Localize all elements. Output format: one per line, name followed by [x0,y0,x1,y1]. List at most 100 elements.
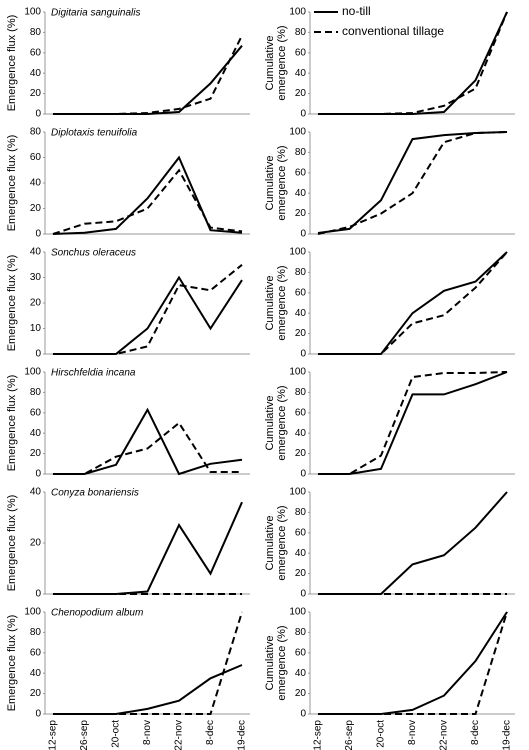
y-tick-label: 0 [35,229,41,240]
y-tick-label: 100 [289,7,306,18]
y-tick-label: 100 [289,367,306,378]
chart-title: Digitaria sanguinalis [51,8,141,19]
series-line [53,275,243,355]
series-line [53,501,243,595]
x-tick-label: 12-sep [313,720,324,750]
y-tick-label: 0 [35,709,41,720]
legend-label: conventional tillage [342,24,444,38]
y-axis-label: emergence (%) [276,25,288,100]
y-tick-label: 20 [295,88,307,99]
x-tick-label: 8-nov [142,720,153,745]
y-tick-label: 60 [295,647,307,658]
y-tick-label: 80 [295,387,307,398]
y-tick-label: 40 [30,68,42,79]
y-tick-label: 20 [30,203,42,214]
y-tick-label: 80 [30,387,42,398]
y-tick-label: 20 [295,328,307,339]
chart-title: Conyza bonariensis [51,488,139,499]
y-axis-label: Cumulative [264,395,276,450]
series-line [318,611,508,715]
y-tick-label: 80 [295,267,307,278]
y-axis-label: Emergence flux (%) [6,375,18,472]
y-tick-label: 80 [295,27,307,38]
y-tick-label: 20 [30,448,42,459]
y-tick-label: 40 [295,308,307,319]
y-tick-label: 40 [295,188,307,199]
y-tick-label: 20 [295,688,307,699]
y-tick-label: 10 [30,323,42,334]
y-axis-label: Emergence flux (%) [6,615,18,712]
y-axis-label: Emergence flux (%) [6,495,18,592]
y-tick-label: 0 [300,349,306,360]
y-axis-label: emergence (%) [276,505,288,580]
chart-title: Chenopodium album [51,608,143,619]
y-tick-label: 80 [295,627,307,638]
y-tick-label: 60 [30,152,42,163]
x-tick-label: 22-nov [174,720,185,750]
series-line [53,421,242,475]
y-tick-label: 100 [289,247,306,258]
series-line [318,371,508,475]
y-tick-label: 40 [30,428,42,439]
x-tick-label: 22-nov [439,720,450,750]
y-axis-label: emergence (%) [276,625,288,700]
y-tick-label: 100 [24,367,41,378]
series-line [52,155,243,235]
y-axis-label: Emergence flux (%) [6,135,18,232]
y-tick-label: 100 [289,487,306,498]
y-axis-label: Cumulative [264,155,276,210]
chart-title: Diplotaxis tenuifolia [51,128,138,139]
series-line [318,251,508,355]
y-tick-label: 80 [295,507,307,518]
y-tick-label: 80 [295,147,307,158]
y-axis-label: Cumulative [264,275,276,330]
series-line [317,131,508,235]
y-axis-label: Cumulative [264,635,276,690]
series-line [52,168,243,235]
series-line [318,491,508,595]
y-tick-label: 30 [30,272,42,283]
y-tick-label: 40 [30,247,42,258]
legend-label: no-till [342,4,371,18]
y-tick-label: 80 [30,627,42,638]
y-axis-label: Emergence flux (%) [6,15,18,112]
x-tick-label: 8-dec [470,720,481,745]
y-tick-label: 80 [30,27,42,38]
y-tick-label: 60 [295,287,307,298]
x-tick-label: 8-dec [205,720,216,745]
x-tick-label: 8-nov [407,720,418,745]
chart-title: Hirschfeldia incana [51,368,136,379]
y-tick-label: 20 [30,88,42,99]
y-tick-label: 0 [35,349,41,360]
x-tick-label: 26-sep [79,720,90,750]
y-tick-label: 0 [300,709,306,720]
series-line [53,264,243,355]
y-tick-label: 60 [30,407,42,418]
x-tick-label: 26-sep [344,720,355,750]
y-tick-label: 20 [295,448,307,459]
y-tick-label: 40 [295,68,307,79]
y-axis-label: emergence (%) [276,145,288,220]
series-line [53,407,243,476]
x-tick-label: 19-dec [237,720,248,750]
y-tick-label: 100 [24,607,41,618]
y-tick-label: 0 [35,589,41,600]
x-tick-label: 20-oct [376,720,387,748]
series-line [317,131,508,234]
y-tick-label: 40 [30,487,42,498]
y-tick-label: 40 [30,668,42,679]
y-tick-label: 40 [295,668,307,679]
y-tick-label: 20 [295,568,307,579]
chart-title: Sonchus oleraceus [51,248,136,259]
series-line [318,251,508,355]
y-tick-label: 100 [24,7,41,18]
y-tick-label: 20 [295,208,307,219]
y-tick-label: 40 [30,178,42,189]
y-axis-label: Emergence flux (%) [6,255,18,352]
y-tick-label: 60 [295,47,307,58]
y-tick-label: 60 [295,167,307,178]
series-line [53,611,243,715]
y-tick-label: 60 [295,527,307,538]
y-tick-label: 100 [289,127,306,138]
